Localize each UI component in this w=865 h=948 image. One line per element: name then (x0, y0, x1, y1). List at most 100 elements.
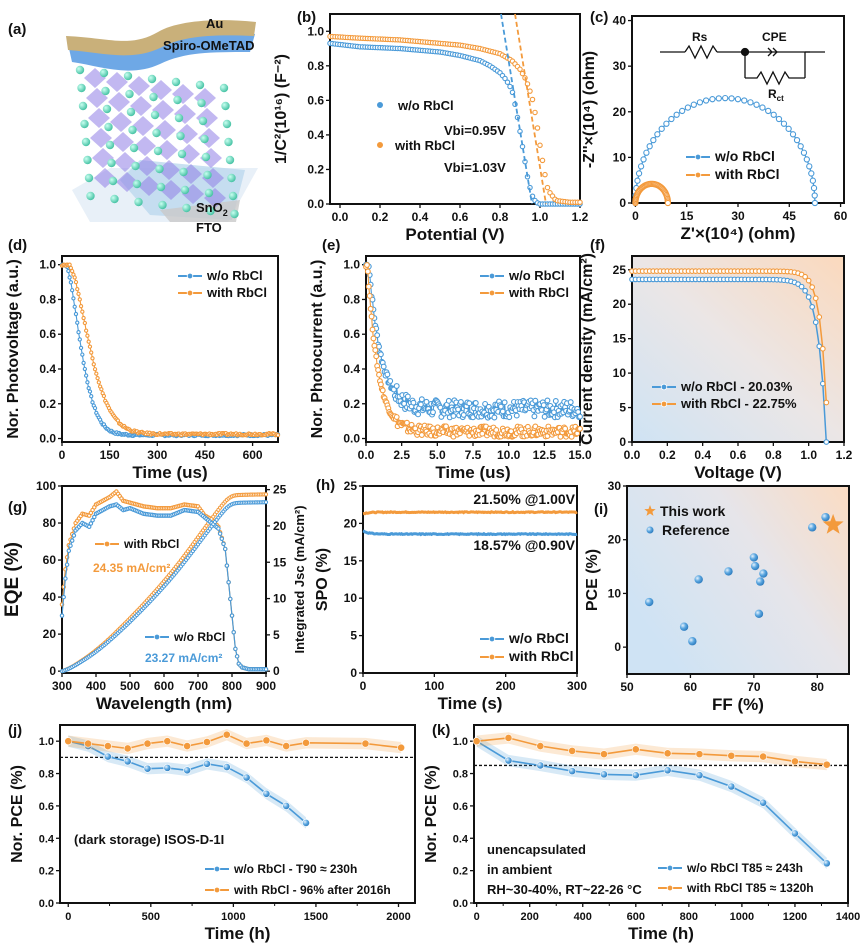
legend-item: with RbCl (480, 648, 574, 664)
series-point (482, 400, 489, 407)
series-point (76, 330, 81, 335)
series-point (501, 399, 508, 406)
series-point (823, 439, 830, 445)
panel-label-b: (b) (297, 9, 316, 26)
series-point (809, 284, 816, 291)
chart-g: 300 400 500 600 700 800 900020406080100(g)Wave… (2, 479, 307, 713)
y-axis-label: 1/C²(10¹⁶) (F⁻²) (273, 54, 290, 164)
x-axis-label: Z'×(10⁴) (ohm) (681, 224, 796, 243)
series-point (203, 759, 211, 768)
eqe-point (63, 576, 68, 581)
series-point (415, 411, 422, 418)
atom (177, 149, 187, 159)
eqe-point (88, 521, 94, 526)
x-tick-label: 800 (222, 679, 242, 693)
series-point (775, 115, 783, 123)
legend-item-wo-rbcl: w/o RbCl (145, 630, 225, 644)
series-point (123, 757, 132, 766)
series-point (696, 99, 704, 106)
series-point (803, 156, 810, 163)
legend-marker (660, 383, 668, 391)
series-point (282, 742, 291, 750)
series-point (376, 371, 382, 378)
panel-label-e: (e) (322, 237, 340, 254)
series-point (80, 309, 85, 314)
series-point (650, 136, 657, 144)
series-blue-point (504, 79, 511, 85)
this-work-star (822, 513, 844, 534)
atom (75, 65, 85, 75)
y-axis-label: EQE (%) (2, 542, 23, 617)
y-tick-label: 0.8 (39, 769, 54, 781)
series-point (384, 371, 391, 378)
series-point (664, 199, 672, 207)
octahedron (88, 108, 110, 128)
series-point (380, 363, 387, 370)
eqe-point (92, 514, 97, 520)
series-point (70, 268, 75, 274)
series-point (472, 737, 481, 746)
series-point (369, 326, 376, 333)
series-point (302, 738, 310, 747)
panel-label-d: (d) (8, 237, 27, 254)
octahedron (132, 116, 154, 136)
y-tick-label: 0 (619, 435, 626, 449)
series-point (302, 819, 310, 827)
x-tick-label: 15.0 (568, 448, 592, 462)
series-point (379, 387, 386, 394)
y-axis-label: Nor. Photocurrent (a.u.) (309, 260, 326, 439)
series-point (143, 764, 152, 773)
y-tick-label: 30 (608, 479, 622, 493)
eqe-point (228, 596, 233, 602)
legend-label: with RbCl (123, 537, 179, 551)
y2-tick-label: 20 (273, 519, 287, 533)
octahedron (156, 140, 178, 160)
series-point (242, 773, 251, 782)
series-point (491, 414, 498, 421)
legend-marker (694, 171, 702, 179)
series-point (631, 745, 640, 754)
atom (195, 80, 205, 90)
series-point (423, 398, 430, 405)
jsc-annotation: 24.35 mA/cm² (93, 561, 170, 575)
series-point (600, 770, 608, 779)
series-point (567, 399, 574, 406)
x-tick-label: 2000 (386, 911, 410, 923)
y-tick-label: 0.0 (453, 898, 468, 910)
series-point (631, 771, 640, 780)
atom (84, 173, 94, 183)
series-point (101, 393, 107, 399)
octahedron (196, 108, 218, 128)
legend-label: w/o RbCl T85 ≈ 243h (686, 861, 803, 875)
atom (123, 71, 133, 81)
reference-point (688, 637, 697, 646)
series-point (457, 399, 464, 405)
eqe-point (86, 524, 92, 529)
x-tick-label: 12.5 (533, 448, 557, 462)
y-tick-label: 0.6 (453, 801, 468, 813)
series-point (397, 743, 406, 752)
series-point (759, 752, 768, 761)
circuit-label-cpe: CPE (762, 30, 787, 44)
y-tick-label: 0.0 (343, 432, 360, 446)
series-point (722, 94, 729, 102)
series-point (103, 752, 112, 761)
series-orange-point (534, 125, 541, 131)
x-tick-label: 1.2 (836, 448, 853, 462)
y-tick-label: 30 (613, 59, 627, 73)
atom (105, 140, 115, 150)
y-tick-label: 0.0 (39, 432, 56, 446)
y-tick-label: 1.0 (39, 258, 56, 272)
series-point (366, 292, 373, 299)
y-tick-label: 0.8 (343, 292, 360, 306)
series-point (715, 95, 722, 102)
legend-label: w/o RbCl (714, 148, 775, 164)
series-point (410, 399, 417, 406)
series-point (72, 304, 77, 309)
y-tick-label: 0.2 (307, 162, 324, 176)
series-point (364, 268, 371, 275)
y-tick-label: 0 (350, 666, 357, 680)
legend-marker (488, 653, 496, 661)
series-point (532, 397, 539, 404)
x-tick-label: 0 (360, 679, 367, 693)
